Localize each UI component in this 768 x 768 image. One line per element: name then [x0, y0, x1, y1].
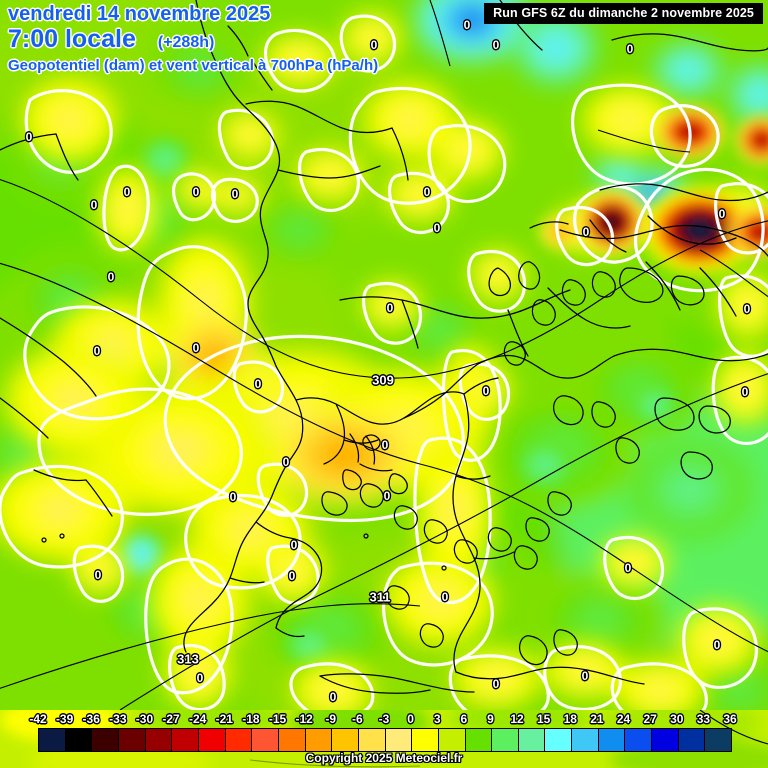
colorbar-cell [358, 729, 386, 751]
colorbar-cell [572, 729, 599, 751]
colorbar-tick-label: -42 [29, 712, 47, 726]
colorbar-tick-label: 24 [616, 712, 631, 726]
colorbar-cell [145, 729, 173, 751]
colorbar-tick-label: -21 [215, 712, 233, 726]
colorbar-tick-label: 6 [460, 712, 468, 726]
colorbar-cell [412, 729, 439, 751]
zero-vertical-velocity-isolines [0, 14, 768, 710]
colorbar-tick-label: -12 [295, 712, 313, 726]
colorbar-cell [198, 729, 226, 751]
map-canvas [0, 0, 768, 710]
colorbar-tick-label: 12 [510, 712, 524, 726]
colorbar-tick-label: 36 [723, 712, 737, 726]
colorbar-tick-label: -36 [82, 712, 100, 726]
colorbar-cell [225, 729, 253, 751]
colorbar-cell [492, 729, 519, 751]
colorbar-cell [65, 729, 93, 751]
colorbar-tick-label: -24 [189, 712, 207, 726]
colorbar-tick-label: 9 [487, 712, 494, 726]
colorbar-cell [465, 729, 493, 751]
colorbar-tick-label: 18 [563, 712, 577, 726]
colorbar-tick-label: 27 [643, 712, 657, 726]
colorbar[interactable] [38, 728, 732, 752]
weather-map[interactable]: 309 311 313 0 0 0 0 0 0 0 0 0 0 0 0 0 0 … [0, 0, 768, 710]
colorbar-tick-label: -33 [109, 712, 127, 726]
colorbar-cell [625, 729, 653, 751]
colorbar-cell [385, 729, 413, 751]
colorbar-legend: -42 -39 -36 -33 -30 -27 -24 -21 -18 -15 -12 -9 -6 -3 0… [0, 710, 768, 768]
colorbar-cell [705, 729, 732, 751]
colorbar-tick-label: 0 [407, 712, 414, 726]
colorbar-cell [678, 729, 706, 751]
geopotential-contours [0, 0, 768, 710]
colorbar-cell [545, 729, 573, 751]
colorbar-tick-label: -39 [55, 712, 74, 726]
colorbar-tick-labels: -42 -39 -36 -33 -30 -27 -24 -21 -18 -15 -12 -9 -6 -3 0… [29, 712, 736, 728]
colorbar-tick-label: 3 [433, 712, 441, 726]
colorbar-tick-label: -18 [242, 712, 260, 726]
colorbar-cell [172, 729, 199, 751]
model-run-badge: Run GFS 6Z du dimanche 2 novembre 2025 [484, 3, 763, 24]
colorbar-tick-label: -9 [325, 712, 337, 726]
colorbar-tick-label: -27 [162, 712, 180, 726]
colorbar-tick-label: -6 [352, 712, 363, 726]
colorbar-tick-label: 30 [670, 712, 684, 726]
colorbar-tick-label: 21 [590, 712, 604, 726]
colorbar-cell [278, 729, 306, 751]
colorbar-cell [652, 729, 679, 751]
colorbar-cell [92, 729, 119, 751]
colorbar-tick-label: -30 [135, 712, 154, 726]
colorbar-cell [332, 729, 359, 751]
colorbar-tick-label: -3 [378, 712, 390, 726]
colorbar-tick-label: -15 [268, 712, 287, 726]
colorbar-cell [39, 729, 66, 751]
ascent-cores-red [540, 106, 768, 274]
colorbar-tick-label: 33 [696, 712, 711, 726]
colorbar-cell [305, 729, 333, 751]
colorbar-cell [252, 729, 279, 751]
colorbar-tick-label: 15 [537, 712, 551, 726]
colorbar-cell [118, 729, 146, 751]
colorbar-cell [438, 729, 466, 751]
colorbar-cell [518, 729, 546, 751]
coastlines-and-borders [0, 0, 768, 694]
colorbar-cell [598, 729, 626, 751]
